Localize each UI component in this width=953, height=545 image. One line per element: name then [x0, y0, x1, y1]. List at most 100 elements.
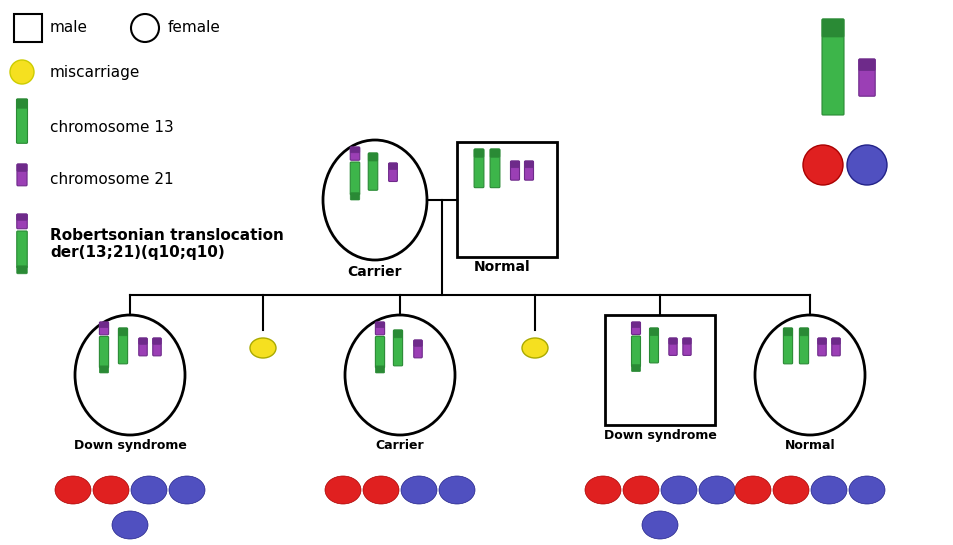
Circle shape — [846, 145, 886, 185]
FancyBboxPatch shape — [782, 328, 792, 336]
FancyBboxPatch shape — [524, 161, 533, 180]
FancyBboxPatch shape — [831, 338, 840, 356]
FancyBboxPatch shape — [17, 164, 27, 171]
Ellipse shape — [325, 476, 360, 504]
FancyBboxPatch shape — [368, 153, 377, 161]
FancyBboxPatch shape — [388, 163, 397, 169]
Ellipse shape — [169, 476, 205, 504]
Ellipse shape — [400, 476, 436, 504]
Ellipse shape — [734, 476, 770, 504]
Ellipse shape — [584, 476, 620, 504]
Text: male: male — [50, 21, 88, 35]
Text: Robertsonian translocation: Robertsonian translocation — [50, 227, 284, 243]
FancyBboxPatch shape — [474, 149, 483, 158]
FancyBboxPatch shape — [510, 161, 519, 180]
FancyBboxPatch shape — [631, 322, 639, 335]
FancyBboxPatch shape — [350, 162, 359, 195]
FancyBboxPatch shape — [799, 328, 808, 336]
FancyBboxPatch shape — [649, 328, 658, 336]
FancyBboxPatch shape — [682, 338, 690, 355]
FancyBboxPatch shape — [668, 338, 677, 344]
FancyBboxPatch shape — [474, 149, 483, 187]
Ellipse shape — [112, 511, 148, 539]
FancyBboxPatch shape — [118, 328, 128, 364]
Ellipse shape — [521, 338, 547, 358]
Text: chromosome 13: chromosome 13 — [50, 119, 173, 135]
FancyBboxPatch shape — [99, 322, 109, 328]
FancyBboxPatch shape — [490, 149, 499, 158]
FancyBboxPatch shape — [631, 322, 639, 328]
FancyBboxPatch shape — [393, 330, 402, 366]
FancyBboxPatch shape — [490, 149, 499, 187]
FancyBboxPatch shape — [668, 338, 677, 355]
Text: Down syndrome: Down syndrome — [73, 439, 186, 452]
Ellipse shape — [363, 476, 398, 504]
FancyBboxPatch shape — [817, 338, 825, 344]
Bar — [456, 142, 557, 257]
Ellipse shape — [699, 476, 734, 504]
FancyBboxPatch shape — [16, 99, 28, 108]
FancyBboxPatch shape — [858, 59, 874, 71]
FancyBboxPatch shape — [375, 322, 384, 328]
FancyBboxPatch shape — [375, 366, 384, 373]
FancyBboxPatch shape — [821, 19, 843, 115]
FancyBboxPatch shape — [350, 147, 359, 160]
FancyBboxPatch shape — [152, 338, 161, 344]
FancyBboxPatch shape — [16, 99, 28, 143]
FancyBboxPatch shape — [821, 19, 843, 37]
FancyBboxPatch shape — [510, 161, 519, 168]
FancyBboxPatch shape — [375, 322, 384, 335]
FancyBboxPatch shape — [682, 338, 690, 344]
FancyBboxPatch shape — [99, 336, 109, 368]
FancyBboxPatch shape — [414, 340, 422, 358]
FancyBboxPatch shape — [799, 328, 808, 364]
Ellipse shape — [92, 476, 129, 504]
Ellipse shape — [622, 476, 659, 504]
FancyBboxPatch shape — [393, 330, 402, 338]
Text: der(13;21)(q10;q10): der(13;21)(q10;q10) — [50, 245, 225, 259]
Text: female: female — [168, 21, 221, 35]
FancyBboxPatch shape — [375, 336, 384, 368]
FancyBboxPatch shape — [350, 193, 359, 200]
FancyBboxPatch shape — [631, 365, 639, 372]
Text: Carrier: Carrier — [348, 265, 402, 279]
Ellipse shape — [641, 511, 678, 539]
Ellipse shape — [810, 476, 846, 504]
FancyBboxPatch shape — [858, 59, 874, 96]
FancyBboxPatch shape — [17, 266, 28, 274]
FancyBboxPatch shape — [17, 231, 28, 268]
FancyBboxPatch shape — [831, 338, 840, 344]
FancyBboxPatch shape — [524, 161, 533, 168]
FancyBboxPatch shape — [118, 328, 128, 336]
FancyBboxPatch shape — [414, 340, 422, 346]
Ellipse shape — [55, 476, 91, 504]
Text: Down syndrome: Down syndrome — [603, 429, 716, 442]
FancyBboxPatch shape — [99, 366, 109, 373]
Text: Normal: Normal — [784, 439, 835, 452]
FancyBboxPatch shape — [17, 164, 27, 186]
Bar — [14, 14, 42, 42]
Ellipse shape — [848, 476, 884, 504]
Text: miscarriage: miscarriage — [50, 64, 140, 80]
FancyBboxPatch shape — [17, 214, 28, 229]
FancyBboxPatch shape — [17, 214, 28, 220]
Text: Carrier: Carrier — [375, 439, 424, 452]
FancyBboxPatch shape — [152, 338, 161, 356]
Text: chromosome 21: chromosome 21 — [50, 172, 173, 186]
FancyBboxPatch shape — [782, 328, 792, 364]
FancyBboxPatch shape — [817, 338, 825, 356]
Ellipse shape — [438, 476, 475, 504]
Ellipse shape — [131, 476, 167, 504]
Ellipse shape — [250, 338, 275, 358]
Circle shape — [802, 145, 842, 185]
FancyBboxPatch shape — [388, 163, 397, 181]
FancyBboxPatch shape — [368, 153, 377, 190]
FancyBboxPatch shape — [99, 322, 109, 335]
FancyBboxPatch shape — [138, 338, 147, 356]
FancyBboxPatch shape — [649, 328, 658, 363]
Circle shape — [10, 60, 34, 84]
Ellipse shape — [772, 476, 808, 504]
FancyBboxPatch shape — [350, 147, 359, 153]
FancyBboxPatch shape — [631, 336, 639, 367]
Text: Normal: Normal — [474, 260, 530, 274]
